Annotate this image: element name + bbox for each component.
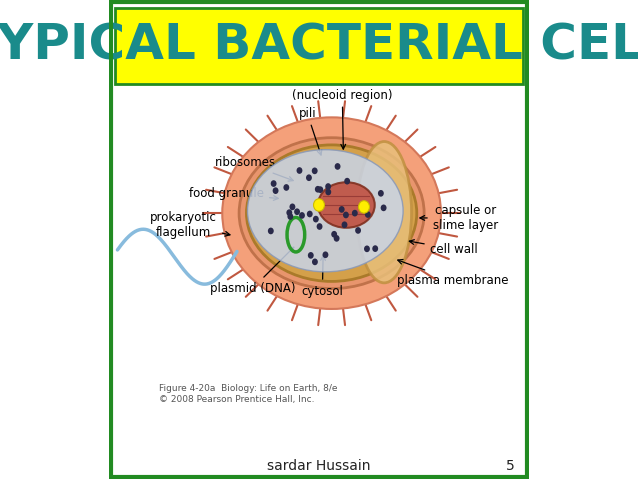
FancyBboxPatch shape bbox=[115, 8, 523, 84]
Text: ribosomes: ribosomes bbox=[215, 156, 293, 181]
Circle shape bbox=[325, 189, 331, 195]
Text: cell wall: cell wall bbox=[410, 240, 477, 256]
Text: chromosome
(nucleoid region): chromosome (nucleoid region) bbox=[292, 74, 392, 149]
Circle shape bbox=[325, 183, 331, 190]
Circle shape bbox=[271, 180, 277, 187]
Ellipse shape bbox=[357, 142, 412, 283]
Circle shape bbox=[339, 206, 345, 213]
Circle shape bbox=[286, 209, 292, 216]
Circle shape bbox=[294, 208, 300, 215]
Circle shape bbox=[334, 163, 341, 170]
Ellipse shape bbox=[318, 182, 375, 228]
Circle shape bbox=[381, 205, 387, 211]
Circle shape bbox=[331, 231, 337, 238]
Circle shape bbox=[365, 211, 371, 218]
Circle shape bbox=[312, 259, 318, 265]
Circle shape bbox=[287, 213, 293, 220]
Circle shape bbox=[297, 167, 302, 174]
Circle shape bbox=[290, 204, 295, 210]
Text: 5: 5 bbox=[506, 458, 515, 473]
Circle shape bbox=[343, 212, 349, 218]
Circle shape bbox=[355, 227, 361, 234]
Text: plasma membrane: plasma membrane bbox=[397, 260, 508, 287]
Circle shape bbox=[283, 184, 289, 191]
Text: cytosol: cytosol bbox=[301, 256, 343, 298]
Circle shape bbox=[359, 201, 369, 213]
Text: Figure 4-20a  Biology: Life on Earth, 8/e
© 2008 Pearson Prentice Hall, Inc.: Figure 4-20a Biology: Life on Earth, 8/e… bbox=[160, 384, 338, 404]
Circle shape bbox=[372, 245, 378, 252]
Text: prokaryotic
flagellum: prokaryotic flagellum bbox=[150, 211, 230, 239]
Circle shape bbox=[315, 186, 321, 193]
Circle shape bbox=[352, 210, 358, 217]
Circle shape bbox=[364, 245, 370, 252]
Circle shape bbox=[308, 252, 314, 259]
Circle shape bbox=[299, 212, 305, 219]
Text: TYPICAL BACTERIAL CELL: TYPICAL BACTERIAL CELL bbox=[0, 22, 638, 70]
Circle shape bbox=[316, 223, 322, 230]
Ellipse shape bbox=[222, 117, 441, 309]
Circle shape bbox=[317, 186, 323, 193]
Circle shape bbox=[313, 216, 319, 222]
Circle shape bbox=[334, 235, 339, 242]
Text: pili: pili bbox=[299, 107, 322, 155]
Text: capsule or
slime layer: capsule or slime layer bbox=[420, 204, 498, 232]
Ellipse shape bbox=[246, 145, 417, 281]
Text: sardar Hussain: sardar Hussain bbox=[267, 458, 371, 473]
Ellipse shape bbox=[248, 150, 403, 272]
Text: plasmid (DNA): plasmid (DNA) bbox=[210, 247, 295, 295]
Circle shape bbox=[322, 251, 329, 258]
Circle shape bbox=[272, 187, 279, 194]
Circle shape bbox=[341, 221, 348, 228]
Circle shape bbox=[345, 178, 350, 184]
Circle shape bbox=[312, 168, 318, 174]
Circle shape bbox=[306, 174, 312, 181]
Ellipse shape bbox=[239, 138, 424, 288]
Circle shape bbox=[378, 190, 384, 197]
Circle shape bbox=[307, 211, 313, 217]
Circle shape bbox=[313, 199, 325, 211]
Text: food granule: food granule bbox=[189, 187, 278, 201]
Circle shape bbox=[268, 228, 274, 234]
